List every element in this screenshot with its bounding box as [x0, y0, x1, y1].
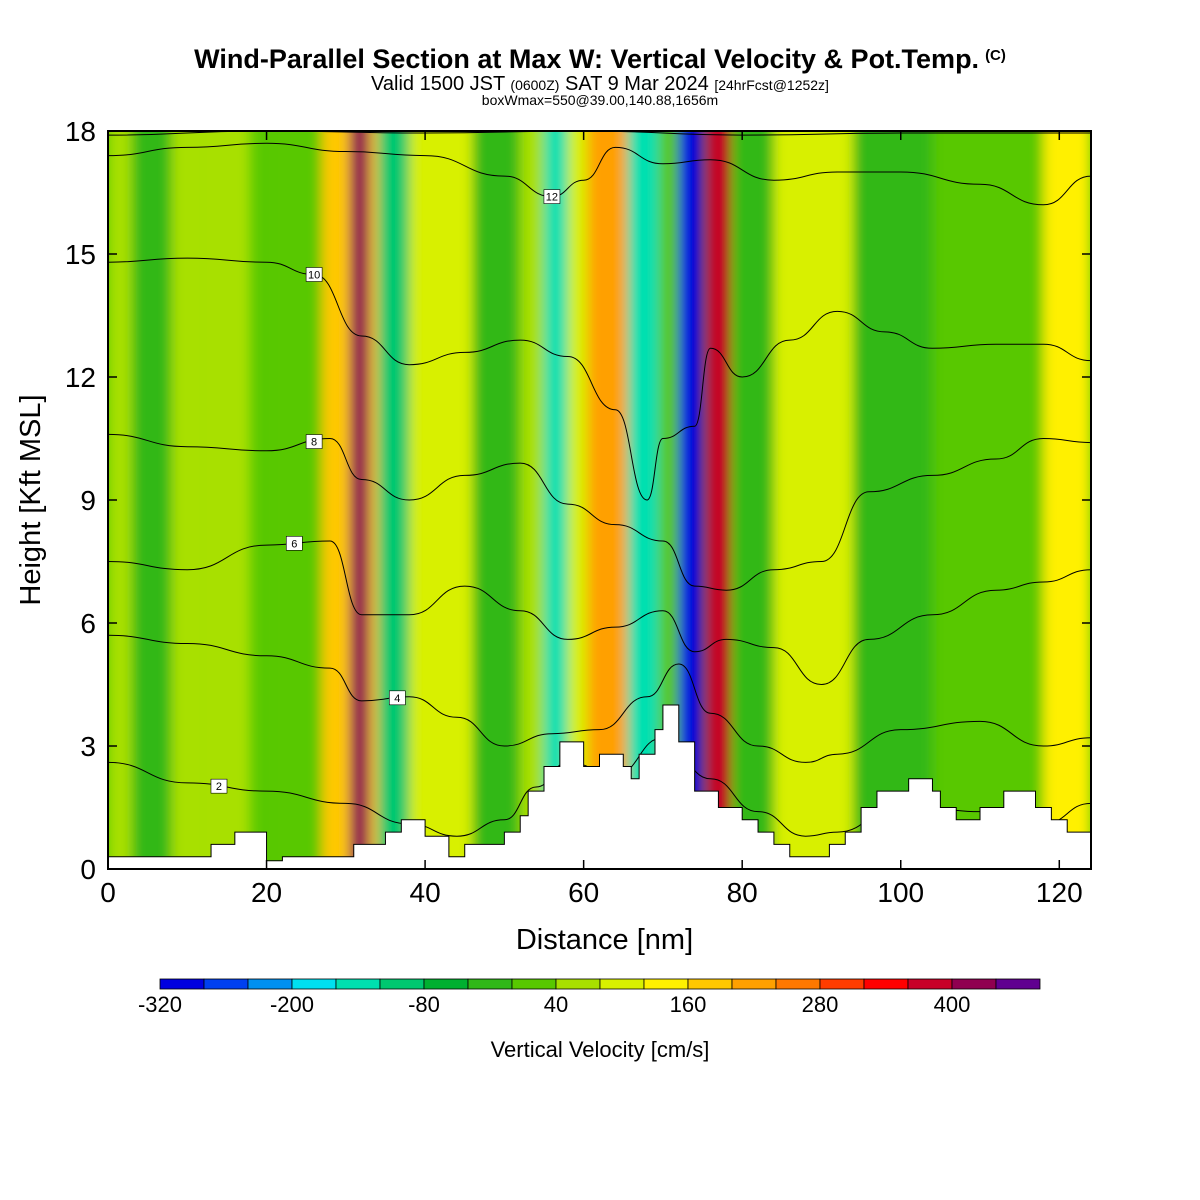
contour-label-text: 8	[311, 437, 317, 449]
valid-prefix: Valid 1500 JST	[371, 73, 505, 95]
velocity-band	[266, 131, 323, 869]
colorbar-bin	[159, 978, 205, 990]
y-tick-label: 15	[65, 239, 96, 270]
contour-label: 6	[285, 536, 303, 551]
velocity-band	[349, 131, 370, 869]
contour-label: 4	[389, 690, 406, 706]
colorbar: -320 -200 -80 40 160 280 400 Vertical Velocity …	[138, 978, 1041, 1062]
velocity-band	[587, 131, 628, 869]
colorbar-bin	[379, 978, 425, 990]
contour-label-text: 2	[216, 781, 222, 793]
colorbar-bin	[819, 978, 865, 990]
colorbar-bin	[599, 978, 645, 990]
colorbar-bin	[247, 978, 293, 990]
valid-time-line: Valid 1500 JST (0600Z) SAT 9 Mar 2024 [2…	[0, 73, 1200, 96]
colorbar-bin	[511, 978, 557, 990]
colorbar-bin	[643, 978, 689, 990]
velocity-field	[108, 131, 1091, 869]
valid-zulu: (0600Z)	[510, 77, 560, 93]
chart-title-text: Wind-Parallel Section at Max W: Vertical…	[194, 44, 980, 74]
forecast-info: [24hrFcst@1252z]	[714, 77, 829, 93]
contour-label-text: 4	[394, 693, 400, 705]
velocity-band	[131, 131, 172, 869]
y-tick-label: 12	[65, 362, 96, 393]
theta-contour-line	[108, 540, 1091, 686]
colorbar-tick-label: -320	[138, 992, 182, 1017]
x-axis-label: Distance [nm]	[516, 924, 693, 956]
y-tick-label: 3	[80, 731, 96, 762]
y-tick-label: 9	[80, 485, 96, 516]
colorbar-tick-label: 280	[802, 992, 839, 1017]
contour-label: 10	[305, 267, 323, 282]
y-tick-label: 0	[80, 854, 96, 885]
contour-label: 2	[210, 778, 228, 794]
theta-contour-line	[108, 257, 1091, 501]
y-axis-label: Height [Kft MSL]	[15, 394, 47, 605]
copyright-mark: (C)	[985, 47, 1006, 64]
velocity-band	[932, 131, 1044, 869]
colorbar-tick-label: 400	[934, 992, 971, 1017]
colorbar-tick-label: -80	[408, 992, 440, 1017]
velocity-band	[567, 131, 592, 869]
colorbar-bin	[291, 978, 337, 990]
theta-contour-line	[108, 142, 1091, 206]
colorbar-bin	[951, 978, 997, 990]
colorbar-bin	[731, 978, 777, 990]
valid-date: SAT 9 Mar 2024	[565, 73, 709, 95]
x-tick-label: 20	[251, 877, 282, 908]
colorbar-bin	[203, 978, 249, 990]
colorbar-bin	[863, 978, 909, 990]
box-info: boxWmax=550@39.00,140.88,1656m	[481, 92, 719, 108]
colorbar-bin	[687, 978, 733, 990]
colorbar-bin	[335, 978, 381, 990]
velocity-band	[627, 131, 659, 869]
colorbar-bin	[423, 978, 469, 990]
colorbar-title: Vertical Velocity [cm/s]	[491, 1037, 710, 1062]
colorbar-bin	[907, 978, 953, 990]
x-tick-label: 120	[1036, 877, 1083, 908]
colorbar-bin	[555, 978, 601, 990]
contour-labels: 2 4 6 8 10 12	[210, 189, 561, 794]
x-tick-label: 100	[877, 877, 924, 908]
chart-title: Wind-Parallel Section at Max W: Vertical…	[0, 44, 1200, 75]
colorbar-bin	[467, 978, 513, 990]
contour-label-text: 12	[546, 192, 558, 204]
axes: 0 20 40 60 80 100 120 0 3 6 9 12 15 18 Distance [nm] He…	[15, 116, 1091, 956]
contour-label-text: 10	[308, 270, 320, 282]
velocity-band	[734, 131, 774, 869]
velocity-band	[409, 131, 473, 869]
contour-label-text: 6	[291, 538, 297, 550]
theta-contour-line	[108, 433, 1091, 591]
velocity-band	[658, 131, 683, 869]
colorbar-bin	[775, 978, 821, 990]
terrain-profile	[108, 704, 1091, 869]
velocity-band	[203, 131, 251, 869]
x-tick-label: 40	[410, 877, 441, 908]
colorbar-tick-label: -200	[270, 992, 314, 1017]
contour-label: 8	[305, 434, 323, 449]
y-tick-label: 18	[65, 116, 96, 147]
velocity-band	[853, 131, 933, 869]
colorbar-tick-label: 160	[670, 992, 707, 1017]
velocity-band	[773, 131, 854, 869]
colorbar-tick-label: 40	[544, 992, 568, 1017]
velocity-band	[678, 131, 703, 869]
contour-label: 12	[543, 189, 561, 204]
velocity-band	[706, 131, 731, 869]
x-tick-label: 80	[727, 877, 758, 908]
y-tick-label: 6	[80, 608, 96, 639]
colorbar-bin	[995, 978, 1041, 990]
theta-contour-line	[108, 634, 1091, 763]
terrain	[108, 704, 1091, 869]
x-tick-label: 0	[100, 877, 116, 908]
velocity-band	[472, 131, 521, 869]
x-tick-label: 60	[568, 877, 599, 908]
